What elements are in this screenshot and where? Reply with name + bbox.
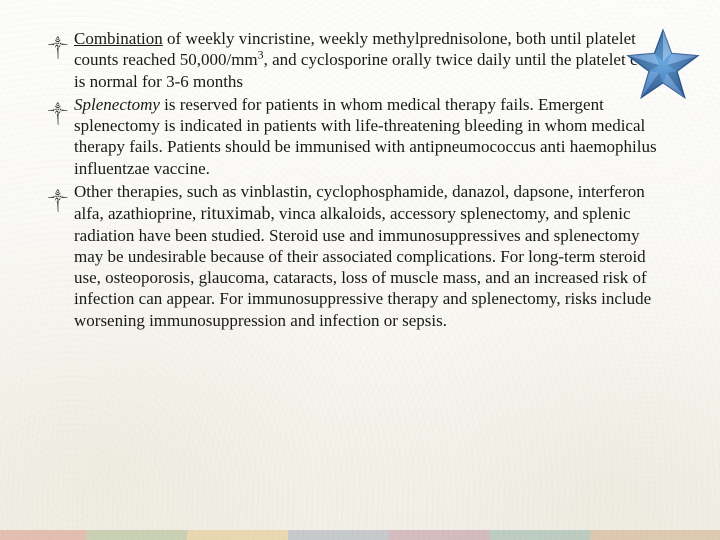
bullet-marker-icon: ༒ xyxy=(48,184,68,226)
bullet-item: ༒ Splenectomy is reserved for patients i… xyxy=(48,94,672,179)
star-icon xyxy=(624,26,702,104)
bullet-text: Splenectomy is reserved for patients in … xyxy=(74,94,672,179)
bullet-marker-icon: ༒ xyxy=(48,97,68,139)
bullet-text: Combination of weekly vincristine, weekl… xyxy=(74,28,672,92)
bullet-marker-icon: ༒ xyxy=(48,31,68,73)
slide-container: ༒ Combination of weekly vincristine, wee… xyxy=(0,0,720,540)
bullet-text: Other therapies, such as vinblastin, cyc… xyxy=(74,181,672,331)
bottom-color-accent xyxy=(0,530,720,540)
bullet-item: ༒ Combination of weekly vincristine, wee… xyxy=(48,28,672,92)
bullet-item: ༒ Other therapies, such as vinblastin, c… xyxy=(48,181,672,331)
content-area: ༒ Combination of weekly vincristine, wee… xyxy=(48,28,672,331)
